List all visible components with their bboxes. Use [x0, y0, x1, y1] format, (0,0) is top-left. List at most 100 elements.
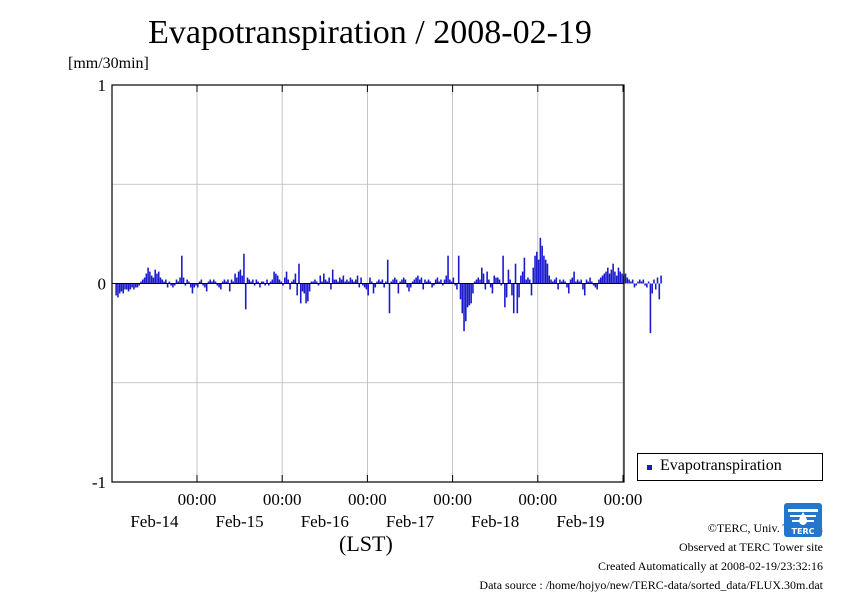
data-bar: [285, 271, 288, 284]
data-bar: [394, 277, 396, 284]
data-bar: [157, 271, 160, 284]
data-bar: [434, 279, 437, 284]
data-bar: [395, 279, 398, 284]
data-bar: [418, 279, 421, 284]
data-bar: [143, 277, 146, 284]
data-bar: [191, 283, 194, 294]
data-bar: [527, 277, 529, 284]
data-bar: [145, 273, 148, 284]
data-bar: [374, 283, 377, 288]
data-bar: [532, 267, 535, 284]
logo-text: TERC: [792, 527, 815, 536]
x-tick-date-label: Feb-18: [471, 512, 519, 531]
data-bar: [170, 283, 172, 286]
data-bar: [534, 255, 536, 284]
data-bar: [583, 283, 586, 296]
data-bar: [273, 271, 275, 284]
data-bar: [500, 283, 503, 286]
data-bar: [131, 283, 133, 288]
data-bar: [376, 281, 378, 284]
data-bar: [230, 279, 233, 284]
data-bar: [502, 255, 504, 284]
data-bar: [615, 275, 618, 284]
data-bar: [246, 277, 249, 284]
data-bar: [330, 283, 332, 290]
data-bar: [544, 259, 547, 284]
data-bar: [573, 271, 575, 284]
data-bar: [141, 279, 144, 284]
data-bar: [326, 281, 329, 284]
data-bar: [211, 281, 213, 284]
data-bar: [521, 271, 524, 284]
data-bar: [340, 279, 343, 284]
data-bar: [308, 283, 311, 292]
data-bar: [351, 279, 354, 284]
data-bar: [631, 279, 634, 284]
data-bar: [228, 283, 231, 292]
data-bar: [599, 277, 602, 284]
data-bar: [621, 273, 623, 284]
data-bar: [166, 283, 169, 288]
x-tick-labels: 00:00Feb-1400:00Feb-1500:00Feb-1600:00Fe…: [130, 490, 642, 531]
data-bar: [555, 277, 558, 284]
data-bar: [562, 279, 565, 284]
legend: Evapotranspiration: [637, 453, 823, 481]
data-bar: [505, 283, 508, 298]
data-bar: [225, 281, 227, 284]
x-tick-time-label: 00:00: [604, 490, 643, 509]
data-bar: [456, 283, 458, 290]
data-bar: [614, 271, 616, 284]
data-bar: [379, 281, 382, 284]
data-bar: [548, 275, 551, 284]
data-bar: [507, 269, 510, 284]
data-bar: [431, 283, 433, 288]
data-bar: [124, 283, 126, 290]
data-bar: [344, 281, 346, 284]
data-bar: [633, 283, 636, 288]
data-bar: [234, 273, 236, 284]
data-bar: [594, 283, 597, 288]
x-tick-date-label: Feb-16: [301, 512, 349, 531]
data-bar: [360, 277, 362, 284]
data-bar: [328, 277, 330, 284]
data-bar: [184, 283, 187, 286]
data-bar: [567, 283, 570, 294]
data-bar: [314, 279, 316, 284]
data-bar: [427, 279, 430, 284]
data-bar: [221, 281, 224, 284]
data-bar: [539, 237, 542, 284]
data-bar: [202, 283, 204, 286]
data-bar: [212, 279, 215, 284]
data-bar: [481, 267, 483, 284]
data-bar: [175, 279, 178, 284]
data-bar: [381, 279, 384, 284]
y-tick-label: 1: [98, 76, 107, 95]
data-bar: [216, 283, 219, 286]
data-bar: [321, 281, 323, 284]
data-bar: [564, 281, 567, 284]
data-bar: [354, 279, 357, 284]
data-bar: [440, 279, 442, 284]
data-bar: [268, 283, 270, 286]
data-bar: [214, 281, 217, 284]
data-bars: [115, 237, 662, 334]
data-bar: [438, 281, 440, 284]
data-bar: [482, 273, 485, 284]
data-bar: [147, 267, 149, 284]
data-bar: [553, 279, 556, 284]
data-bar: [424, 279, 426, 284]
data-bar: [472, 283, 474, 294]
data-bar: [319, 275, 322, 284]
data-bar: [337, 281, 339, 284]
data-bar: [422, 283, 425, 290]
data-bar: [271, 279, 274, 284]
data-bar: [149, 271, 151, 284]
data-bar: [317, 283, 320, 286]
data-bar: [193, 283, 196, 288]
data-bar: [578, 281, 581, 284]
data-bar: [612, 263, 614, 284]
x-tick-time-label: 00:00: [518, 490, 557, 509]
data-bar: [619, 271, 622, 284]
data-bar: [512, 283, 515, 314]
